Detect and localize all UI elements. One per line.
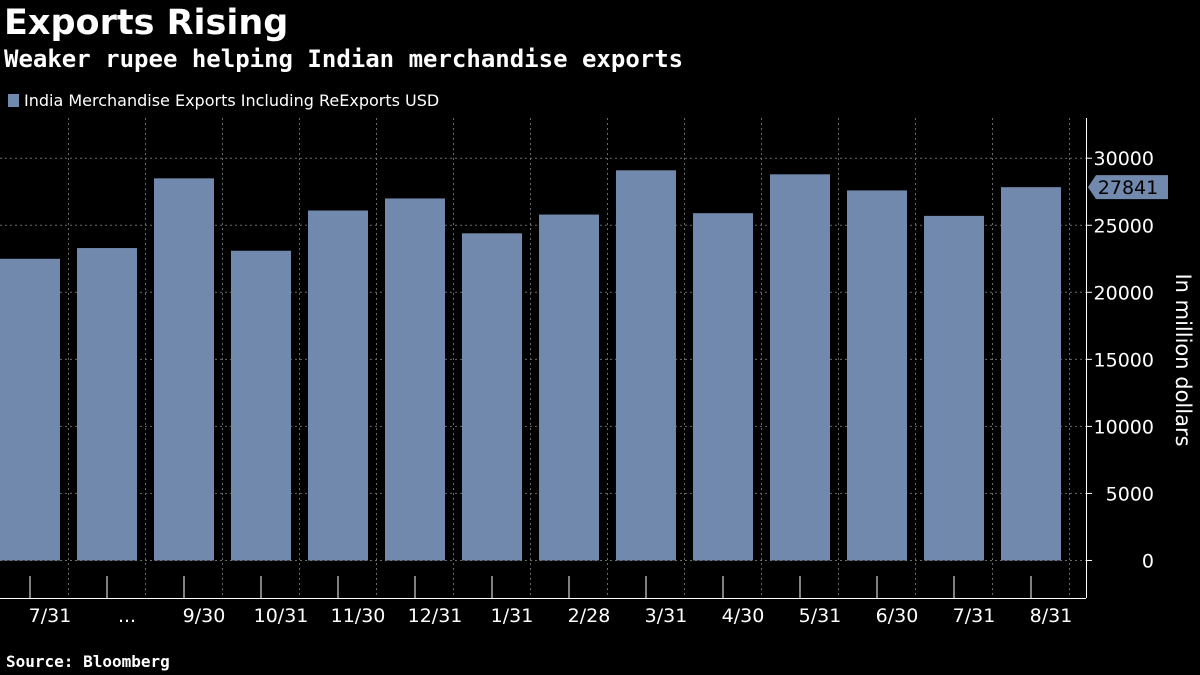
bar [0,258,60,561]
legend-label: India Merchandise Exports Including ReEx… [24,91,440,110]
x-tick-label: 9/30 [183,605,226,627]
bar [616,170,676,561]
bar [539,214,599,561]
x-tick-label: 10/31 [254,605,309,627]
bar [231,250,291,561]
y-tick-label: 25000 [1094,215,1154,237]
x-tick-label: 4/30 [722,605,765,627]
x-tick-label: 7/31 [29,605,72,627]
y-tick-label: 30000 [1094,148,1154,170]
bar [847,190,907,561]
x-tick-label: 12/31 [408,605,463,627]
y-axis-label: In million dollars [1171,273,1195,446]
bar [1001,187,1061,561]
last-value-label: 27841 [1098,177,1158,199]
y-axis: 0 5000 10000 15000 20000 25000 30000 27841 [1086,118,1168,598]
legend-swatch [8,94,19,107]
x-tick-label: 5/31 [799,605,842,627]
y-tick-label: 0 [1142,550,1154,572]
last-value-marker [1088,175,1168,200]
x-tick-label: 1/31 [491,605,534,627]
bar [308,210,368,561]
y-tick-label: 5000 [1106,483,1154,505]
chart-title: Exports Rising [4,3,289,43]
bar [385,198,445,561]
bar [154,178,214,561]
bars [0,170,1061,561]
y-tick-label: 20000 [1094,282,1154,304]
y-tick-label: 15000 [1094,349,1154,371]
bar [77,248,137,561]
x-tick-label: 2/28 [568,605,611,627]
x-tick-label: 3/31 [645,605,688,627]
x-tick-label: 6/30 [876,605,919,627]
legend: India Merchandise Exports Including ReEx… [8,90,439,112]
bar [693,213,753,561]
x-tick-label: 7/31 [953,605,996,627]
x-tick-label: 11/30 [331,605,386,627]
source-note: Source: Bloomberg [6,652,170,671]
x-tick-label: ... [118,605,136,627]
x-axis: 7/31... 9/30 10/31 11/30 12/31 1/31 2/28 3/31 4/… [0,576,1086,627]
bar [924,215,984,561]
x-tick-label: 8/31 [1030,605,1073,627]
y-tick-label: 10000 [1094,416,1154,438]
bar [770,174,830,561]
chart-subtitle: Weaker rupee helping Indian merchandise … [4,45,684,73]
bar [462,233,522,561]
